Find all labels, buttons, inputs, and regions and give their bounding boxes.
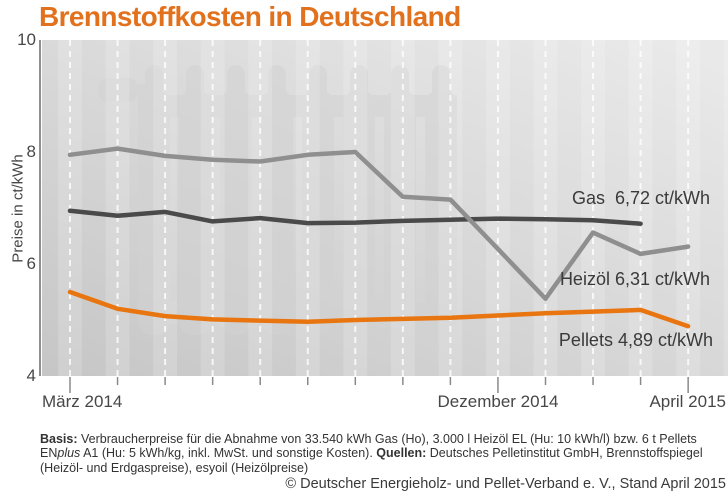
heizoel-value-label: Heizöl 6,31 ct/kWh bbox=[559, 269, 710, 289]
x-tick-label-april-2015: April 2015 bbox=[649, 392, 726, 411]
y-axis-line bbox=[39, 40, 41, 376]
pellets-value-label: Pellets 4,89 ct/kWh bbox=[558, 330, 713, 350]
series-lines bbox=[67, 146, 691, 329]
footnote-basis-text: Verbraucherpreise für die Abnahme von 33… bbox=[40, 431, 697, 461]
footnote-after-enplus: A1 (Hu: 5 kWh/kg, inkl. MwSt. und sonsti… bbox=[80, 446, 377, 461]
x-tick-label-dezember-2014: Dezember 2014 bbox=[437, 392, 559, 411]
series-line-pellets bbox=[67, 289, 691, 329]
vertical-gridlines bbox=[69, 40, 690, 376]
x-tick-label-maerz-2014: März 2014 bbox=[42, 392, 123, 411]
y-tick-label-8: 8 bbox=[26, 142, 36, 161]
chart-plot bbox=[42, 40, 728, 393]
footnote-quellen-label: Quellen: bbox=[376, 446, 427, 461]
chart-title: Brennstoffkosten in Deutschland bbox=[39, 1, 461, 32]
x-axis-ticks bbox=[69, 377, 689, 393]
y-tick-label-4: 4 bbox=[26, 366, 36, 385]
series-line-heizöl bbox=[67, 146, 691, 301]
footnote-quellen-text: Deutsches Pelletinstitut GmbH, Brennstof… bbox=[40, 446, 703, 476]
y-axis-label: Preise in ct/kWh bbox=[9, 154, 27, 263]
y-tick-label-10: 10 bbox=[17, 30, 36, 49]
footnote: Basis: Verbraucherpreise für die Abnahme… bbox=[40, 432, 720, 476]
gas-value-label: Gas 6,72 ct/kWh bbox=[571, 188, 710, 208]
series-line-gas bbox=[67, 208, 643, 226]
footnote-basis-label: Basis: bbox=[40, 431, 78, 446]
copyright-line: © Deutscher Energieholz- und Pellet-Verb… bbox=[285, 476, 726, 492]
y-tick-label-6: 6 bbox=[26, 254, 36, 273]
footnote-enplus-italic: plus bbox=[57, 446, 81, 461]
